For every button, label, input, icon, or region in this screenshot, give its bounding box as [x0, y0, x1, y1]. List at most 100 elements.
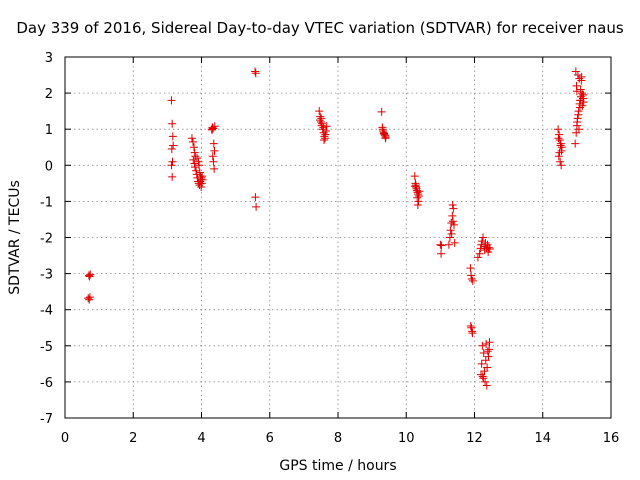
x-tick-label: 10: [398, 431, 415, 446]
data-point: [481, 377, 490, 386]
data-point: [556, 157, 565, 166]
data-point: [446, 226, 455, 235]
grid-lines: [65, 57, 611, 418]
data-point: [251, 193, 260, 202]
data-point: [196, 172, 205, 181]
data-point: [187, 134, 196, 143]
data-point: [415, 187, 424, 196]
data-point: [319, 123, 328, 132]
data-point: [191, 163, 200, 172]
x-tick-label: 6: [266, 431, 274, 446]
data-point: [195, 161, 204, 170]
data-point: [251, 67, 260, 76]
data-point: [481, 238, 490, 247]
data-point: [436, 240, 445, 249]
data-point: [84, 294, 93, 303]
data-point: [377, 107, 386, 116]
data-point: [480, 246, 489, 255]
data-point: [556, 139, 565, 148]
x-tick-label: 14: [534, 431, 551, 446]
data-point: [411, 181, 420, 190]
data-point: [571, 67, 580, 76]
data-point: [195, 168, 204, 177]
data-point: [468, 276, 477, 285]
y-tick-label: -6: [40, 376, 53, 391]
data-point: [484, 243, 493, 252]
data-point: [554, 125, 563, 134]
data-point: [573, 71, 582, 80]
data-point: [322, 122, 331, 131]
data-point: [467, 271, 476, 280]
data-point: [167, 161, 176, 170]
x-tick-label: 4: [197, 431, 205, 446]
y-axis-label: SDTVAR / TECUs: [7, 180, 23, 295]
data-point: [478, 237, 487, 246]
data-point: [437, 249, 446, 258]
data-point: [210, 164, 219, 173]
data-point: [574, 125, 583, 134]
data-point: [320, 136, 329, 145]
data-point: [475, 249, 484, 258]
data-point: [450, 238, 459, 247]
data-point: [210, 146, 219, 155]
data-point: [413, 201, 422, 210]
data-point: [380, 129, 389, 138]
x-axis-label: GPS time / hours: [279, 458, 396, 474]
data-point: [448, 201, 457, 210]
data-point: [578, 101, 587, 110]
data-point: [450, 220, 459, 229]
y-tick-label: -5: [40, 340, 53, 355]
data-point: [473, 253, 482, 262]
data-point: [194, 157, 203, 166]
data-point: [577, 89, 586, 98]
data-point: [167, 96, 176, 105]
data-point: [168, 172, 177, 181]
x-tick-label: 16: [603, 431, 620, 446]
y-tick-label: 0: [45, 159, 53, 174]
data-point: [191, 152, 200, 161]
data-point: [168, 119, 177, 128]
data-point: [579, 90, 588, 99]
data-point: [192, 166, 201, 175]
x-tick-label: 2: [129, 431, 137, 446]
data-point: [483, 347, 492, 356]
data-point: [315, 107, 324, 116]
data-point: [381, 134, 390, 143]
y-tick-label: -1: [40, 195, 53, 210]
data-point: [413, 193, 422, 202]
data-point: [480, 367, 489, 376]
data-point: [190, 148, 199, 157]
data-point: [447, 229, 456, 238]
data-point: [468, 329, 477, 338]
data-point: [573, 117, 582, 126]
data-point: [198, 175, 207, 184]
data-point: [411, 182, 420, 191]
data-point: [478, 341, 487, 350]
y-tick-label: 3: [45, 51, 53, 66]
data-point: [572, 87, 581, 96]
data-point: [168, 157, 177, 166]
data-point: [167, 145, 176, 154]
data-point: [189, 155, 198, 164]
data-point: [321, 130, 330, 139]
data-point: [485, 345, 494, 354]
data-point: [477, 359, 486, 368]
data-point: [445, 233, 454, 242]
data-point: [485, 245, 494, 254]
y-tick-label: -3: [40, 268, 53, 283]
data-point: [378, 125, 387, 134]
data-point: [197, 179, 206, 188]
x-tick-label: 8: [334, 431, 342, 446]
data-point: [467, 323, 476, 332]
data-point: [252, 202, 261, 211]
data-point: [188, 137, 197, 146]
data-point: [577, 72, 586, 81]
data-point: [478, 372, 487, 381]
data-point: [315, 116, 324, 125]
data-point: [209, 157, 218, 166]
data-point: [574, 110, 583, 119]
data-point: [479, 374, 488, 383]
data-point: [318, 125, 327, 134]
data-point: [482, 339, 491, 348]
